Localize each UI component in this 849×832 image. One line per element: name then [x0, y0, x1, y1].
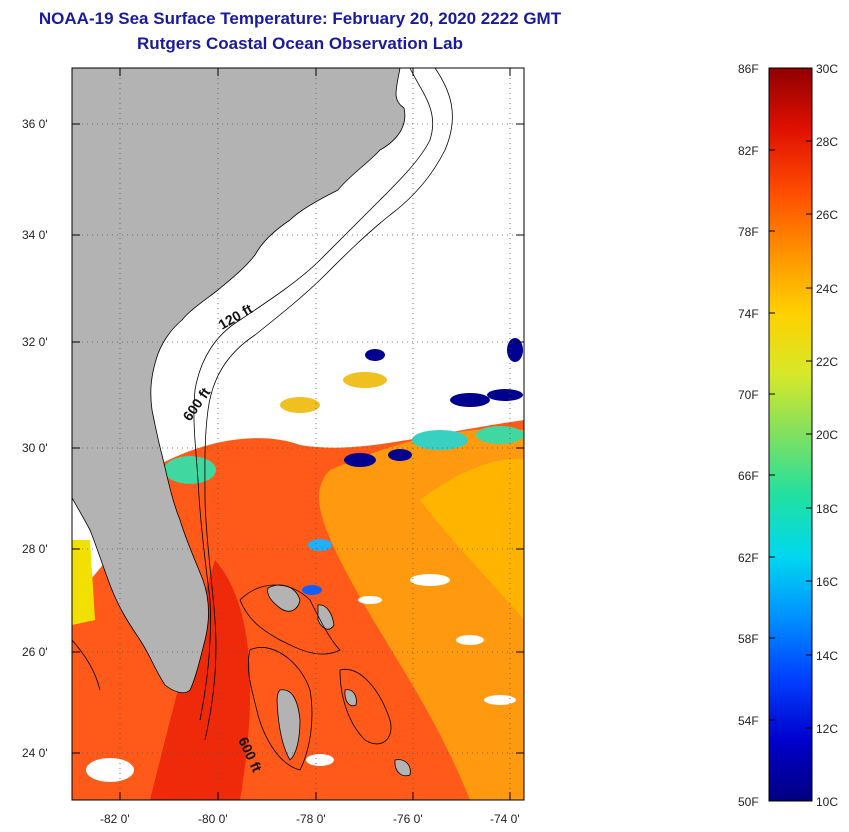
c-label: 24C	[816, 282, 838, 296]
land-us-coast	[72, 68, 406, 694]
lat-label: 30 0'	[22, 441, 48, 455]
map-area: 120 ft 600 ft 600 ft	[72, 68, 524, 800]
colorbar-f-ticks	[769, 149, 775, 721]
f-label: 70F	[738, 388, 759, 402]
deep-red-region	[150, 560, 251, 800]
f-label: 86F	[738, 62, 759, 76]
f-label: 82F	[738, 144, 759, 158]
longitude-labels: -82 0' -80 0' -78 0' -76 0' -74 0'	[100, 812, 520, 826]
f-label: 62F	[738, 551, 759, 565]
lon-label: -74 0'	[490, 812, 520, 826]
f-label: 66F	[738, 469, 759, 483]
bathymetry-contours	[72, 68, 453, 771]
colorbar-c-ticks	[806, 140, 812, 729]
lat-label: 24 0'	[22, 746, 48, 760]
c-label: 12C	[816, 722, 838, 736]
c-label: 28C	[816, 135, 838, 149]
colorbar: 86F 82F 78F 74F 70F 66F 62F 58F 54F 50F …	[738, 62, 838, 809]
f-label: 74F	[738, 307, 759, 321]
f-label: 78F	[738, 225, 759, 239]
c-label: 18C	[816, 502, 838, 516]
colorbar-fahrenheit-labels: 86F 82F 78F 74F 70F 66F 62F 58F 54F 50F	[738, 62, 759, 809]
cool-water-patches	[164, 338, 524, 595]
c-label: 10C	[816, 795, 838, 809]
c-label: 16C	[816, 575, 838, 589]
lon-label: -78 0'	[296, 812, 326, 826]
lon-label: -82 0'	[100, 812, 130, 826]
colorbar-gradient	[768, 67, 813, 802]
lat-label: 32 0'	[22, 335, 48, 349]
map-frame	[71, 67, 525, 801]
lat-label: 28 0'	[22, 542, 48, 556]
lat-label: 26 0'	[22, 645, 48, 659]
map-subtitle: Rutgers Coastal Ocean Observation Lab	[137, 34, 463, 53]
lat-label: 34 0'	[22, 228, 48, 242]
c-label: 30C	[816, 62, 838, 76]
gulf-yellow-region	[72, 540, 95, 625]
c-label: 20C	[816, 428, 838, 442]
map-title: NOAA-19 Sea Surface Temperature: Februar…	[38, 9, 562, 28]
colorbar-celsius-labels: 30C 28C 26C 24C 22C 20C 18C 16C 14C 12C …	[816, 62, 838, 809]
c-label: 26C	[816, 208, 838, 222]
c-label: 22C	[816, 355, 838, 369]
graticule-grid	[72, 68, 524, 800]
yellow-orange-region	[420, 459, 524, 620]
lat-label: 36 0'	[22, 117, 48, 131]
f-label: 54F	[738, 714, 759, 728]
f-label: 50F	[738, 795, 759, 809]
c-label: 14C	[816, 649, 838, 663]
lon-label: -80 0'	[198, 812, 228, 826]
land-bahamas	[267, 584, 411, 777]
cloud-gaps	[86, 574, 516, 782]
frame-ticks	[72, 68, 524, 800]
f-label: 58F	[738, 632, 759, 646]
lon-label: -76 0'	[393, 812, 423, 826]
latitude-labels: 36 0' 34 0' 32 0' 30 0' 28 0' 26 0' 24 0…	[22, 117, 48, 760]
